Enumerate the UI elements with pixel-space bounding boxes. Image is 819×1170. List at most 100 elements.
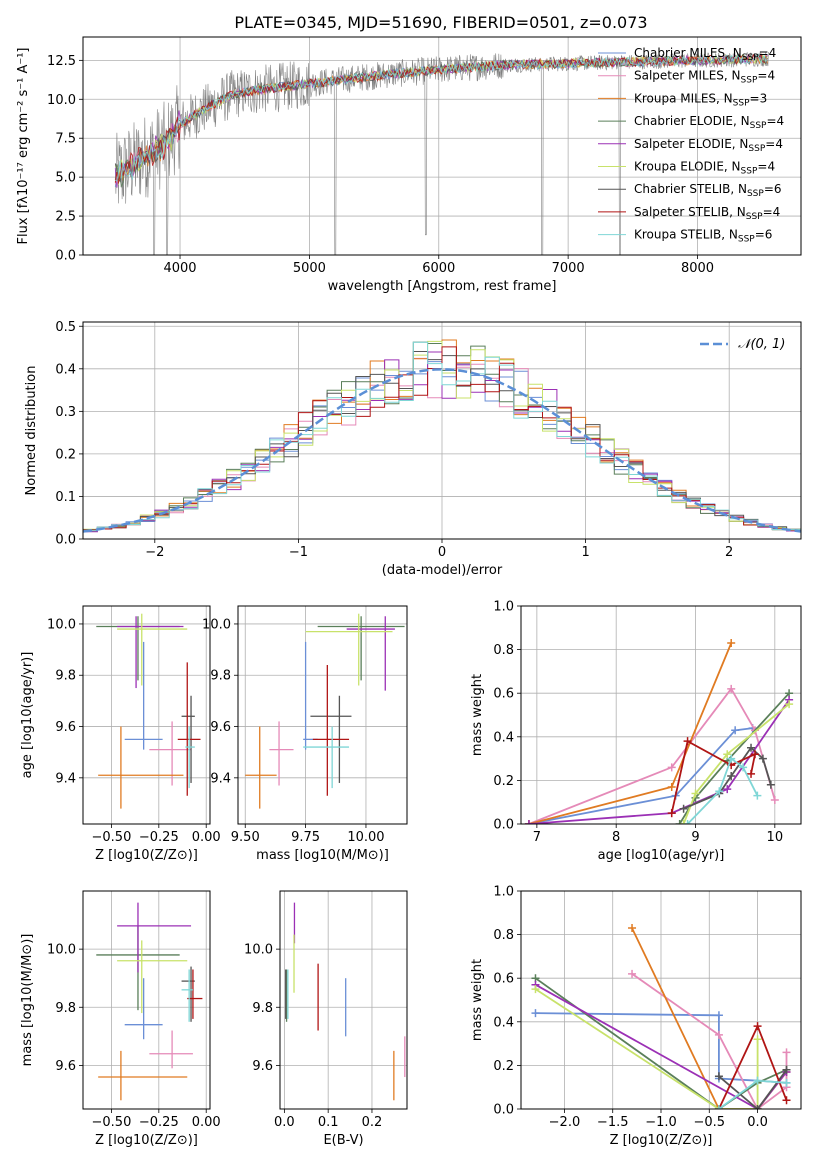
axes-frame: [237, 605, 408, 825]
y-tick-label: 0.8: [493, 643, 514, 658]
y-tick-label: 9.6: [252, 1059, 273, 1074]
y-tick-label: 2.5: [55, 210, 76, 225]
legend-text: Chabrier STELIB, N: [634, 182, 747, 196]
y-tick-label: 9.4: [210, 771, 231, 786]
legend-text: Chabrier ELODIE, N: [634, 114, 750, 128]
y-tick-label: 0.2: [493, 1059, 514, 1074]
axes-frame: [82, 36, 802, 256]
y-tick-label: 9.6: [210, 720, 231, 735]
weight-marker-8: [753, 791, 762, 800]
legend-label-4: Salpeter ELODIE, NSSP=4: [634, 137, 783, 154]
x-tick-label: 10.00: [347, 830, 384, 845]
panel-weight_vs_Z: −2.0 −1.5 −1.0 −0.5 0.0 0.0 0.2 0.4 0.6 0.8 1.0 Z […: [470, 885, 802, 1148]
axes-frame: [279, 890, 408, 1110]
spectrum-data-line: [115, 51, 769, 255]
legend-subscript: SSP: [741, 167, 758, 177]
data-age_vs_mass: [245, 613, 405, 809]
weight-marker-5: [723, 750, 732, 759]
weight-marker-5: [753, 1035, 762, 1044]
x-axis-label: wavelength [Angstrom, rest frame]: [328, 279, 557, 294]
legend-label-7: Salpeter STELIB, NSSP=4: [634, 205, 780, 222]
x-tick-label: 0.0: [747, 1115, 768, 1130]
data-mass_vs_Z: [96, 902, 203, 1101]
x-tick-label: 8: [612, 830, 620, 845]
legend-text: Kroupa MILES, N: [634, 91, 733, 105]
y-axis-label: Normed distribution: [24, 366, 39, 496]
x-tick-label: 4000: [163, 261, 196, 276]
x-axis-label: (data-model)/error: [382, 563, 503, 578]
legend-subscript: SSP: [746, 212, 763, 222]
y-tick-label: 10.0: [47, 617, 76, 632]
x-tick-label: 2: [725, 545, 733, 560]
y-tick-label: 10.0: [202, 617, 231, 632]
weight-marker-6: [679, 804, 688, 813]
panel-residuals: −2 −1 0 1 2 0.0 0.1 0.2 0.3 0.4 0.5 (data-model)/er…: [24, 320, 802, 578]
plot-layer: 4000 5000 6000 7000 80000.02.55.07.510.012.5…: [16, 36, 802, 1148]
y-tick-label: 9.6: [55, 1059, 76, 1074]
y-tick-label: 0.4: [493, 730, 514, 745]
weight-marker-6: [727, 772, 736, 781]
legend-label-5: Kroupa ELODIE, NSSP=4: [634, 160, 775, 177]
x-tick-label: 6000: [422, 261, 455, 276]
figure-title: PLATE=0345, MJD=51690, FIBERID=0501, z=0…: [234, 13, 647, 32]
weight-marker-4: [524, 820, 533, 824]
y-tick-label: 10.0: [244, 943, 273, 958]
x-tick-label: 9.75: [291, 830, 320, 845]
legend-label-8: Kroupa STELIB, NSSP=6: [634, 228, 772, 245]
y-tick-label: 0.2: [55, 447, 76, 462]
x-tick-label: −0.50: [92, 830, 132, 845]
weight-line-1: [528, 687, 776, 824]
y-tick-label: 0.0: [55, 533, 76, 548]
weight-marker-2: [667, 782, 676, 791]
y-tick-label: 9.4: [55, 771, 76, 786]
legend-tail: =4: [766, 114, 784, 128]
panel-mass_vs_ebv: 0.0 0.1 0.2 9.6 9.8 10.0 E(B-V): [244, 890, 408, 1148]
weight-marker-7: [782, 1096, 791, 1105]
x-tick-label: −0.50: [92, 1115, 132, 1130]
normal-legend-label: 𝒩(0, 1): [738, 337, 785, 352]
weight-marker-1: [770, 796, 779, 805]
weight-marker-8: [727, 754, 736, 763]
y-tick-label: 0.6: [493, 972, 514, 987]
x-tick-label: 0.00: [192, 830, 221, 845]
x-tick-label: 0.00: [192, 1115, 221, 1130]
weight-marker-7: [667, 809, 676, 818]
panel-spectrum: 4000 5000 6000 7000 8000 0.0 2.5 5.0 7.5 10.0 12.5…: [16, 36, 802, 294]
y-tick-label: 1.0: [493, 885, 514, 900]
weight-line-6: [683, 746, 772, 810]
legend-subscript: SSP: [733, 98, 750, 108]
weight-marker-0: [731, 726, 740, 735]
legend-text: Chabrier MILES, N: [634, 46, 742, 60]
weight-marker-3: [675, 820, 684, 824]
weight-marker-8: [782, 1078, 791, 1087]
weight-marker-1: [727, 684, 736, 693]
weight-marker-1: [628, 969, 637, 978]
weight-marker-7: [753, 1022, 762, 1031]
weight-line-4: [528, 699, 790, 824]
y-tick-label: 10.0: [47, 93, 76, 108]
legend-label-0: Chabrier MILES, NSSP=4: [634, 46, 776, 63]
data-spectrum: [114, 51, 769, 255]
weight-marker-7: [750, 750, 759, 759]
y-tick-label: 5.0: [55, 171, 76, 186]
histogram-8: [83, 341, 801, 532]
x-tick-label: 7: [533, 830, 541, 845]
weight-marker-6: [758, 754, 767, 763]
weight-marker-6: [766, 780, 775, 789]
y-tick-label: 10.0: [47, 943, 76, 958]
legend-text: Salpeter MILES, N: [634, 69, 741, 83]
y-tick-label: 9.8: [55, 669, 76, 684]
y-tick-label: 0.4: [493, 1015, 514, 1030]
weight-line-2: [528, 642, 733, 824]
y-tick-label: 12.5: [47, 54, 76, 69]
legend-tail: =4: [763, 205, 781, 219]
panel-mass_vs_Z: −0.50 −0.25 0.00 9.6 9.8 10.0 Z [log10(Z/Z⊙)] m…: [20, 890, 221, 1148]
legend-text: Salpeter STELIB, N: [634, 205, 746, 219]
x-axis-label: E(B-V): [323, 1133, 363, 1148]
legend-subscript: SSP: [742, 53, 759, 63]
x-tick-label: 5000: [293, 261, 326, 276]
y-tick-label: 0.0: [55, 249, 76, 264]
x-axis-label: age [log10(age/yr)]: [598, 848, 725, 863]
weight-line-3: [678, 692, 790, 824]
y-tick-label: 1.0: [493, 600, 514, 615]
